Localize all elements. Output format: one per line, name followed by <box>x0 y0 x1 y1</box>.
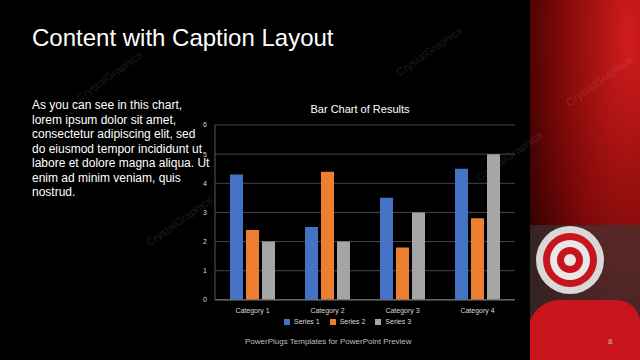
svg-text:1: 1 <box>203 267 207 274</box>
svg-text:Category 3: Category 3 <box>385 307 419 315</box>
svg-text:5: 5 <box>203 151 207 158</box>
svg-text:0: 0 <box>203 296 207 303</box>
svg-text:Category 1: Category 1 <box>235 307 269 315</box>
svg-text:Category 2: Category 2 <box>310 307 344 315</box>
svg-text:4: 4 <box>203 180 207 187</box>
svg-text:Category 4: Category 4 <box>460 307 494 315</box>
svg-text:3: 3 <box>203 209 207 216</box>
svg-text:6: 6 <box>203 121 207 128</box>
svg-text:2: 2 <box>203 238 207 245</box>
